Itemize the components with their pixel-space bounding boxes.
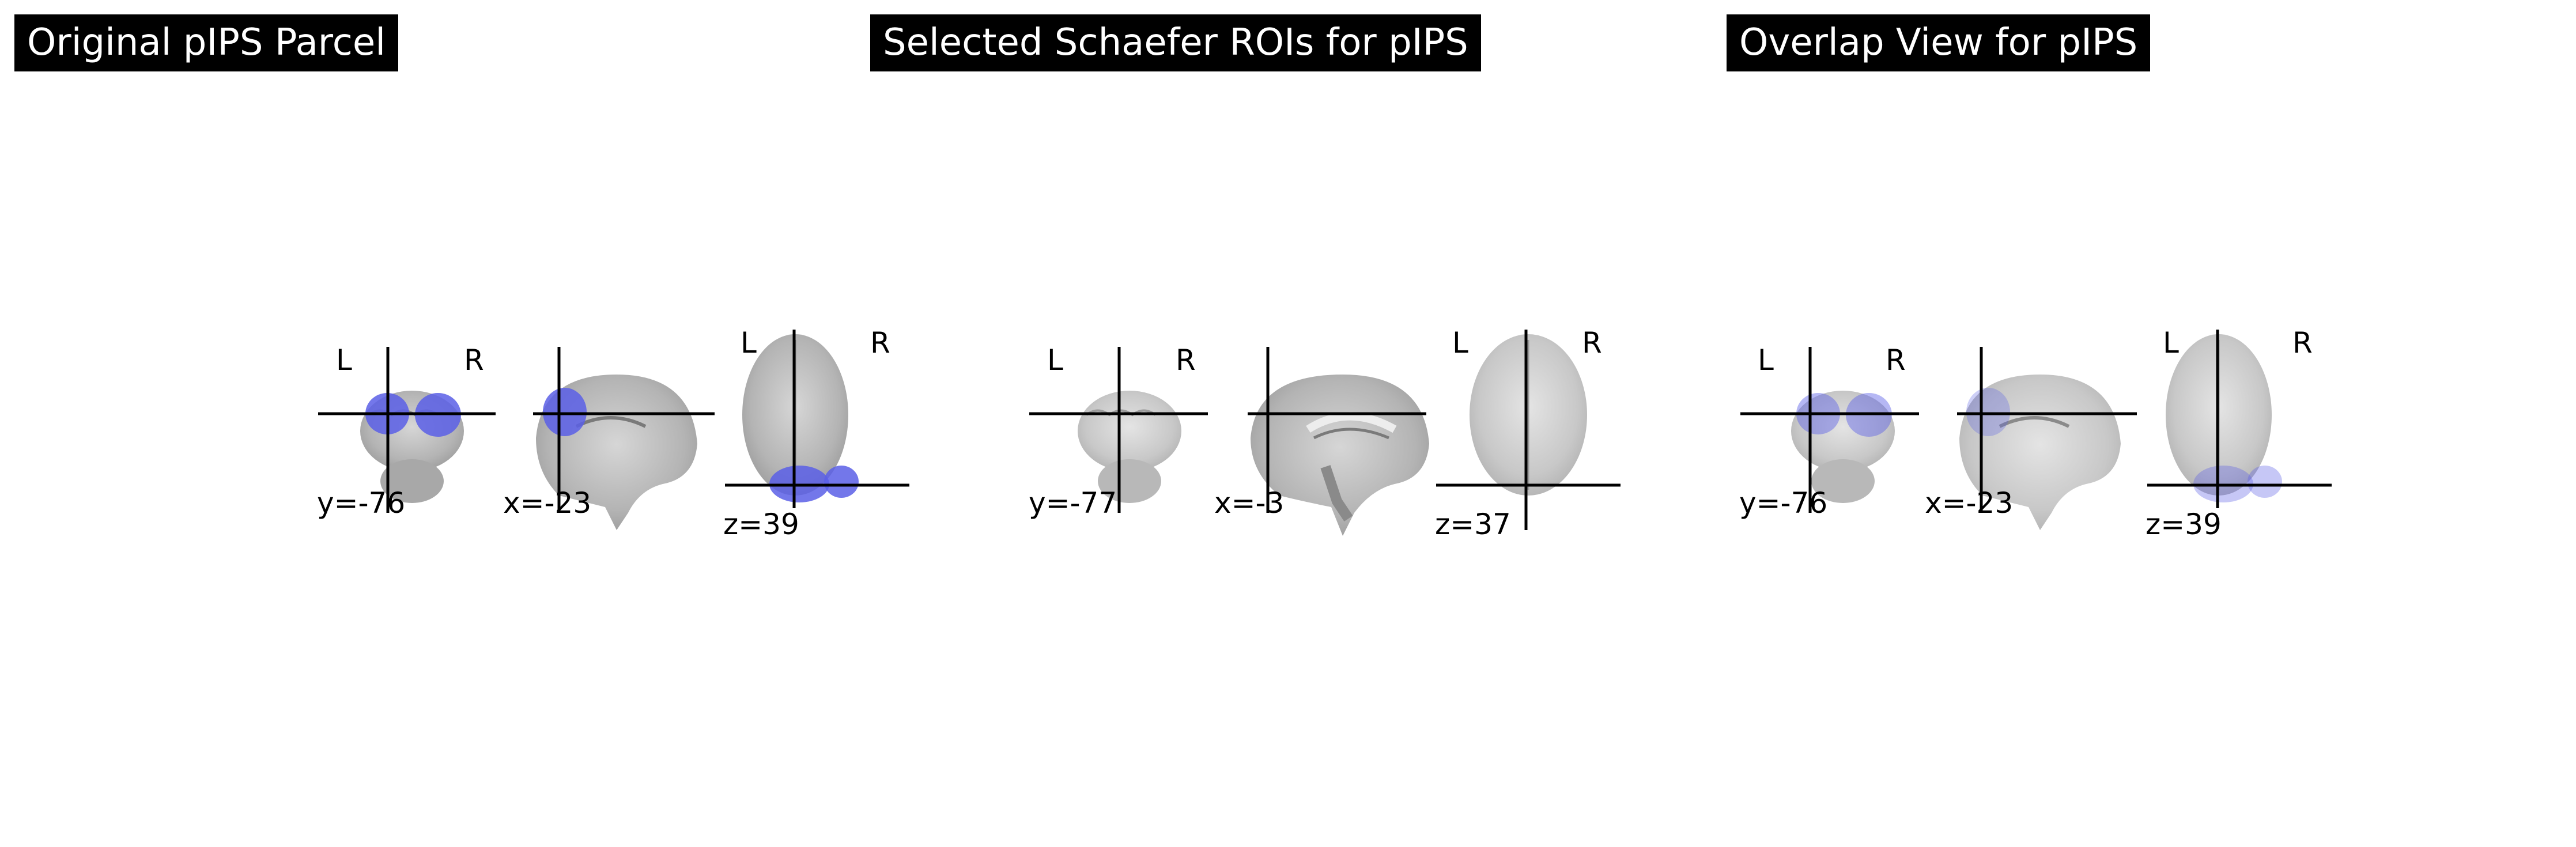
coronal-right-label: R xyxy=(1176,343,1196,377)
sagittal-coord-label: x=-23 xyxy=(1925,486,2014,520)
coronal-view xyxy=(1740,347,1919,513)
coronal-view xyxy=(318,347,496,513)
coronal-left-label: L xyxy=(1758,343,1774,377)
coronal-left-label: L xyxy=(336,343,352,377)
coronal-coord-label: y=-76 xyxy=(317,486,406,520)
panel-title-original: Original pIPS Parcel xyxy=(14,14,399,71)
overlay-blob xyxy=(543,388,587,436)
axial-left-label: L xyxy=(1452,326,1468,360)
axial-left-label: L xyxy=(2163,326,2179,360)
panel-title-schaefer: Selected Schaefer ROIs for pIPS xyxy=(870,14,1481,71)
overlay-blob xyxy=(1966,388,2010,436)
overlay-blob xyxy=(2248,466,2282,498)
axial-right-label: R xyxy=(2292,326,2313,360)
panel-schaefer xyxy=(1029,330,1621,536)
panel-title-overlap: Overlap View for pIPS xyxy=(1727,14,2151,71)
coronal-right-label: R xyxy=(464,343,484,377)
coronal-left-label: L xyxy=(1047,343,1063,377)
axial-coord-label: z=39 xyxy=(2146,508,2222,541)
axial-left-label: L xyxy=(741,326,757,360)
panel-original xyxy=(318,330,909,530)
sagittal-coord-label: x=-3 xyxy=(1214,486,1285,520)
sagittal-view xyxy=(1248,347,1429,536)
axial-view xyxy=(2147,330,2332,508)
axial-view xyxy=(725,330,909,508)
panel-overlap xyxy=(1740,330,2332,530)
sagittal-view xyxy=(533,347,715,530)
axial-right-label: R xyxy=(1582,326,1602,360)
axial-coord-label: z=37 xyxy=(1435,508,1511,541)
coronal-coord-label: y=-76 xyxy=(1739,486,1828,520)
coronal-right-label: R xyxy=(1886,343,1906,377)
axial-view xyxy=(1436,330,1621,530)
overlay-blob xyxy=(824,466,859,498)
coronal-view xyxy=(1029,347,1208,513)
sagittal-view xyxy=(1957,347,2137,530)
axial-coord-label: z=39 xyxy=(723,508,799,541)
axial-right-label: R xyxy=(870,326,890,360)
sagittal-coord-label: x=-23 xyxy=(503,486,592,520)
coronal-coord-label: y=-77 xyxy=(1029,486,1117,520)
